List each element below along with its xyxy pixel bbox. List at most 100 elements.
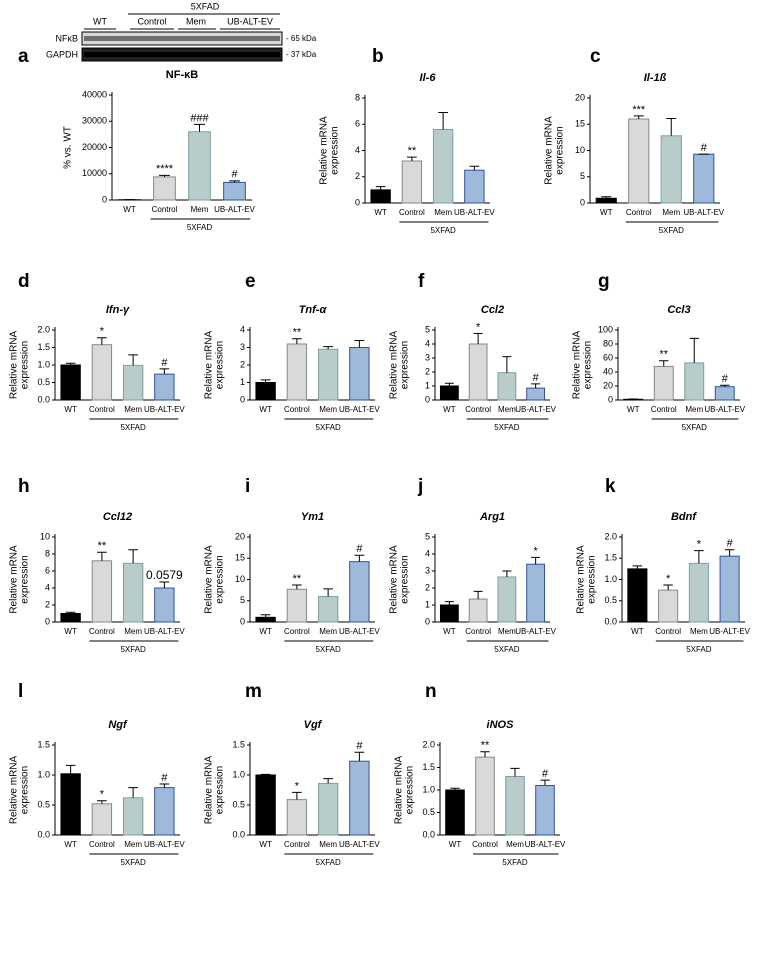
error-bar — [633, 115, 644, 119]
bar — [719, 555, 740, 623]
bar — [154, 787, 175, 836]
panel: f Ccl2 0 1 2 3 4 5 Relative mRNA expression WT * Con… — [389, 271, 557, 432]
x-tick-label: UB-ALT-EV — [515, 627, 556, 636]
y-tick-label: 4 — [45, 582, 50, 592]
bar — [714, 386, 735, 401]
y-tick-label: 2.0 — [604, 531, 617, 541]
y-tick-label: 0.0 — [37, 829, 50, 839]
x-tick-label: Control — [89, 840, 115, 849]
y-tick-label: 4 — [425, 548, 430, 558]
bar — [223, 181, 246, 201]
significance-label: *** — [632, 104, 646, 116]
y-tick-label: 5 — [240, 595, 245, 605]
x-tick-label: Control — [651, 405, 677, 414]
x-tick-label: UB-ALT-EV — [214, 205, 255, 214]
error-bar — [128, 549, 138, 564]
panel-letter: c — [590, 46, 601, 67]
error-bar — [663, 584, 673, 591]
significance-label: # — [356, 543, 363, 555]
x-tick-label: UB-ALT-EV — [704, 405, 745, 414]
x-tick-label: WT — [631, 627, 644, 636]
y-tick-label: 1.5 — [37, 739, 50, 749]
error-bar — [502, 356, 512, 373]
bar — [505, 776, 525, 836]
y-tick-label: 20 — [235, 531, 245, 541]
x-tick-label: Mem — [124, 405, 142, 414]
y-tick-label: 0 — [240, 394, 245, 404]
significance-label: # — [701, 142, 708, 154]
panel-title: Vgf — [304, 719, 323, 731]
y-tick-label: 2.0 — [422, 739, 435, 749]
bar — [91, 344, 113, 401]
lane-label: WT — [93, 16, 107, 26]
y-axis-label: Relative mRNA — [389, 331, 400, 400]
significance-label: * — [533, 545, 538, 557]
y-tick-label: 0 — [580, 197, 585, 207]
bar — [122, 364, 144, 401]
panel-title: Il-6 — [420, 72, 437, 84]
bar — [60, 613, 81, 623]
y-tick-label: 30000 — [82, 116, 107, 126]
y-axis-label: expression — [400, 341, 411, 389]
significance-label: # — [161, 772, 168, 784]
x-tick-label: UB-ALT-EV — [709, 627, 750, 636]
y-tick-label: 20000 — [82, 142, 107, 152]
bar — [122, 562, 144, 623]
significance-label: * — [100, 789, 105, 801]
y-tick-label: 0 — [425, 616, 430, 626]
x-tick-label: Control — [284, 840, 310, 849]
bar — [688, 562, 709, 623]
bar — [349, 760, 370, 836]
x-tick-label: Mem — [319, 627, 337, 636]
y-tick-label: 3 — [240, 342, 245, 352]
x-tick-label: UB-ALT-EV — [339, 627, 380, 636]
panel: n iNOS 0.0 0.5 1.0 1.5 2.0 Relative mRNA express… — [394, 681, 566, 867]
y-axis-label: expression — [215, 341, 226, 389]
blot-size: - 37 kDa — [286, 50, 317, 59]
y-tick-label: 0.0 — [232, 829, 245, 839]
x-tick-label: WT — [259, 840, 272, 849]
bar — [432, 129, 454, 204]
panel-letter: h — [18, 476, 30, 497]
y-tick-label: 10 — [575, 145, 585, 155]
bar — [317, 782, 339, 836]
blot-row-label: GAPDH — [46, 49, 78, 59]
bar — [693, 153, 715, 204]
y-tick-label: 2 — [240, 359, 245, 369]
y-tick-label: 60 — [603, 352, 613, 362]
x-tick-label: Mem — [319, 840, 337, 849]
y-tick-label: 1.5 — [232, 739, 245, 749]
bar — [464, 169, 485, 204]
significance-label: ### — [190, 112, 209, 124]
error-bar — [502, 570, 512, 577]
error-bar — [159, 581, 170, 588]
bar — [595, 197, 617, 204]
x-tick-label: WT — [600, 208, 613, 217]
group-label: 5XFAD — [120, 423, 146, 432]
x-tick-label: Mem — [319, 405, 337, 414]
panel-title: Ngf — [108, 719, 128, 731]
error-bar — [354, 340, 365, 348]
panel: d Ifn-γ 0.0 0.5 1.0 1.5 2.0 Relative mRNA expres… — [9, 271, 186, 432]
lane-label: Control — [137, 16, 166, 26]
panel: i Ym1 0 5 10 15 20 Relative mRNA expression WT ** C… — [204, 476, 381, 654]
y-tick-label: 5 — [425, 324, 430, 334]
group-label: 5XFAD — [315, 858, 341, 867]
bar — [370, 189, 391, 204]
y-tick-label: 5 — [425, 531, 430, 541]
y-tick-label: 1.0 — [37, 359, 50, 369]
bar — [628, 118, 650, 204]
y-axis-label: expression — [20, 766, 31, 814]
error-bar — [97, 337, 107, 345]
y-axis-label: Relative mRNA — [9, 331, 20, 400]
panel: g Ccl3 0 20 40 60 80 100 Relative mRNA expression… — [572, 271, 746, 432]
y-axis-label: Relative mRNA — [204, 756, 215, 825]
y-tick-label: 40000 — [82, 89, 107, 99]
panel-title: Arg1 — [479, 511, 505, 523]
y-tick-label: 1.0 — [422, 784, 435, 794]
y-tick-label: 15 — [235, 553, 245, 563]
x-tick-label: Mem — [124, 627, 142, 636]
y-tick-label: 0.5 — [37, 799, 50, 809]
bar — [91, 803, 113, 836]
